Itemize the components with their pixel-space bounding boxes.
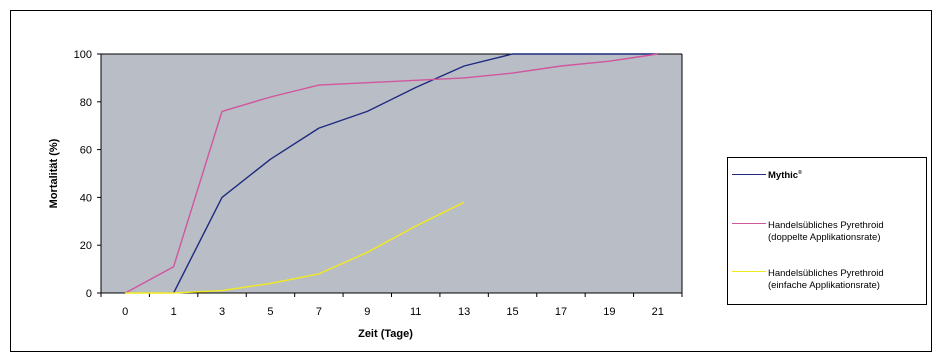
x-tick-label: 17 [555, 306, 567, 318]
x-tick-label: 9 [364, 306, 370, 318]
legend-swatch-pyrethroid-double [732, 223, 766, 224]
x-tick-label: 1 [171, 306, 177, 318]
x-axis-title: Zeit (Tage) [358, 328, 413, 340]
legend-label-mythic: Mythic® [768, 170, 802, 182]
registered-mark: ® [798, 170, 802, 176]
legend-item-mythic: Mythic® [732, 167, 802, 182]
x-tick-label: 5 [267, 306, 273, 318]
series-line-1 [124, 53, 658, 294]
y-tick-label: 20 [80, 240, 92, 252]
x-tick-label: 0 [122, 306, 128, 318]
x-tick-label: 15 [506, 306, 518, 318]
x-tick-label: 3 [219, 306, 225, 318]
legend-label-pyrethroid-single: Handelsübliches Pyrethroid (einfache App… [768, 268, 884, 291]
plot-area [101, 54, 682, 293]
legend-label-pyrethroid-double: Handelsübliches Pyrethroid (doppelte App… [768, 220, 884, 243]
y-tick-label: 40 [80, 192, 92, 204]
y-tick-label: 60 [80, 145, 92, 157]
series-line-0 [172, 53, 658, 294]
x-tick-label: 7 [316, 306, 322, 318]
y-tick-label: 100 [74, 49, 92, 61]
series-line-2 [125, 201, 465, 294]
legend-item-pyrethroid-single: Handelsübliches Pyrethroid (einfache App… [732, 268, 884, 292]
y-tick-label: 80 [80, 97, 92, 109]
series-lines [124, 53, 658, 294]
legend-swatch-pyrethroid-single [732, 271, 766, 272]
y-tick-label: 0 [86, 288, 92, 300]
x-tick-label: 13 [458, 306, 470, 318]
chart-frame: 0 20 40 60 80 100 0 1 3 5 7 9 11 13 15 17 19 21 Mortalitä… [10, 10, 932, 352]
x-tick-label: 11 [410, 306, 421, 318]
legend: Mythic® Handelsübliches Pyrethroid (dopp… [727, 157, 927, 305]
x-tick-label: 19 [603, 306, 615, 318]
y-axis-title: Mortalität (%) [48, 138, 60, 208]
legend-item-pyrethroid-double: Handelsübliches Pyrethroid (doppelte App… [732, 220, 884, 244]
x-tick-label: 21 [652, 306, 664, 318]
legend-swatch-mythic [732, 174, 766, 175]
